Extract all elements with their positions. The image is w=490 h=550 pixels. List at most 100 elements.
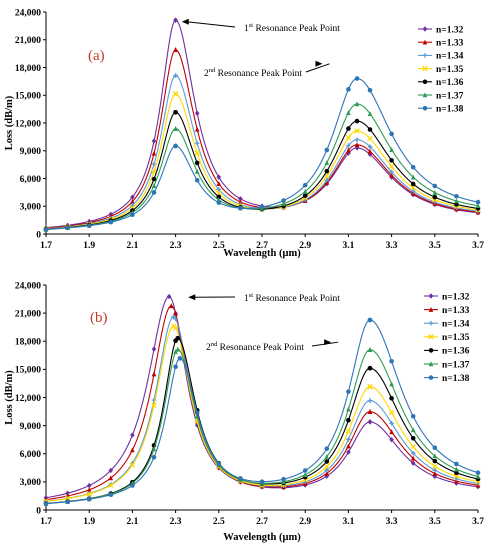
data-point <box>367 347 373 353</box>
data-point <box>354 142 360 148</box>
data-point <box>454 466 459 472</box>
legend-label: n=1.36 <box>436 78 464 88</box>
series-n-1-38 <box>43 76 481 232</box>
data-point <box>86 487 92 493</box>
legend-marker <box>428 348 434 353</box>
panel-label: (b) <box>90 310 108 326</box>
annotation-text: 1st Resonance Peak Point <box>244 292 340 304</box>
data-point <box>177 356 183 361</box>
data-point <box>281 476 286 482</box>
data-point <box>475 470 481 475</box>
data-point <box>151 454 157 460</box>
y-tick-label: 3,000 <box>20 478 42 488</box>
data-point <box>346 143 351 149</box>
legend-label: n=1.36 <box>442 347 470 357</box>
legend-marker <box>422 105 428 111</box>
data-point <box>354 128 360 134</box>
series-line <box>45 295 479 499</box>
x-tick-label: 2.9 <box>299 241 311 251</box>
y-tick-label: 0 <box>36 230 41 240</box>
x-tick-label: 2.7 <box>256 517 268 527</box>
data-point <box>346 437 351 442</box>
legend-marker <box>422 92 428 98</box>
x-axis-label: Wavelength (μm) <box>223 532 301 543</box>
data-point <box>86 491 92 497</box>
data-point <box>454 198 459 204</box>
data-point <box>302 472 308 478</box>
legend-marker <box>422 39 428 45</box>
x-tick-label: 1.7 <box>40 517 52 527</box>
x-tick-label: 1.9 <box>83 517 95 527</box>
data-point <box>130 194 135 200</box>
data-point <box>389 358 394 364</box>
data-point <box>43 227 49 232</box>
legend-marker <box>428 293 434 299</box>
data-point <box>216 200 222 205</box>
data-point <box>475 203 481 209</box>
data-point <box>410 181 416 187</box>
data-point <box>389 131 394 137</box>
data-point <box>432 194 438 200</box>
x-tick-label: 1.9 <box>83 241 95 251</box>
data-point <box>345 428 352 434</box>
data-point <box>238 199 243 205</box>
data-point <box>354 101 360 107</box>
legend-label: n=1.37 <box>442 360 470 370</box>
y-axis-label: Loss (dB/m) <box>4 95 15 150</box>
data-point <box>367 409 373 414</box>
data-point <box>324 168 330 174</box>
x-tick-label: 2.3 <box>170 517 182 527</box>
data-point <box>389 429 394 435</box>
data-point <box>43 501 49 506</box>
data-point <box>346 110 351 116</box>
x-tick-label: 3.3 <box>386 241 398 251</box>
data-point <box>432 458 438 464</box>
data-point <box>151 176 157 182</box>
data-point <box>389 172 394 178</box>
data-point <box>65 490 70 496</box>
data-point <box>410 413 416 419</box>
data-point <box>389 158 394 163</box>
data-point <box>410 185 416 191</box>
data-point <box>346 126 351 131</box>
y-tick-label: 24,000 <box>15 8 41 18</box>
y-tick-label: 6,000 <box>20 175 42 185</box>
x-tick-label: 2.1 <box>126 241 138 251</box>
data-point <box>151 138 157 144</box>
series-n-1-32 <box>43 17 481 231</box>
data-point <box>367 135 373 142</box>
x-tick-label: 3.1 <box>342 241 354 251</box>
panel-label: (a) <box>88 48 105 64</box>
legend-label: n=1.34 <box>436 52 464 62</box>
data-point <box>151 190 157 195</box>
data-point <box>367 419 373 425</box>
data-point <box>389 436 394 443</box>
x-tick-label: 3.3 <box>386 517 398 527</box>
data-point <box>389 396 394 401</box>
x-tick-label: 2.5 <box>213 241 225 251</box>
y-tick-label: 21,000 <box>15 309 41 319</box>
data-point <box>170 323 177 329</box>
data-point <box>432 453 438 459</box>
y-tick-label: 15,000 <box>15 366 41 376</box>
data-point <box>345 134 352 141</box>
x-tick-label: 3.7 <box>472 241 484 251</box>
data-point <box>432 189 438 195</box>
legend-label: n=1.35 <box>442 333 470 343</box>
data-point <box>216 194 222 200</box>
data-point <box>151 371 157 377</box>
x-tick-label: 2.9 <box>299 517 311 527</box>
y-axis-label: Loss (dB/m) <box>4 370 15 425</box>
data-point <box>166 293 172 300</box>
data-point <box>324 467 330 473</box>
x-tick-label: 3.7 <box>472 517 484 527</box>
y-tick-label: 21,000 <box>15 36 41 46</box>
data-point <box>216 187 222 192</box>
legend-label: n=1.33 <box>442 306 470 316</box>
data-point <box>324 160 330 165</box>
data-point <box>194 150 200 156</box>
annotation-resonance-peak-2: 2nd Resonance Peak Point <box>204 60 330 79</box>
legend: n=1.32 n=1.33 n=1.34 n=1.35 n=1.36 n=1.37 n=1.… <box>418 25 464 115</box>
data-point <box>65 499 70 505</box>
